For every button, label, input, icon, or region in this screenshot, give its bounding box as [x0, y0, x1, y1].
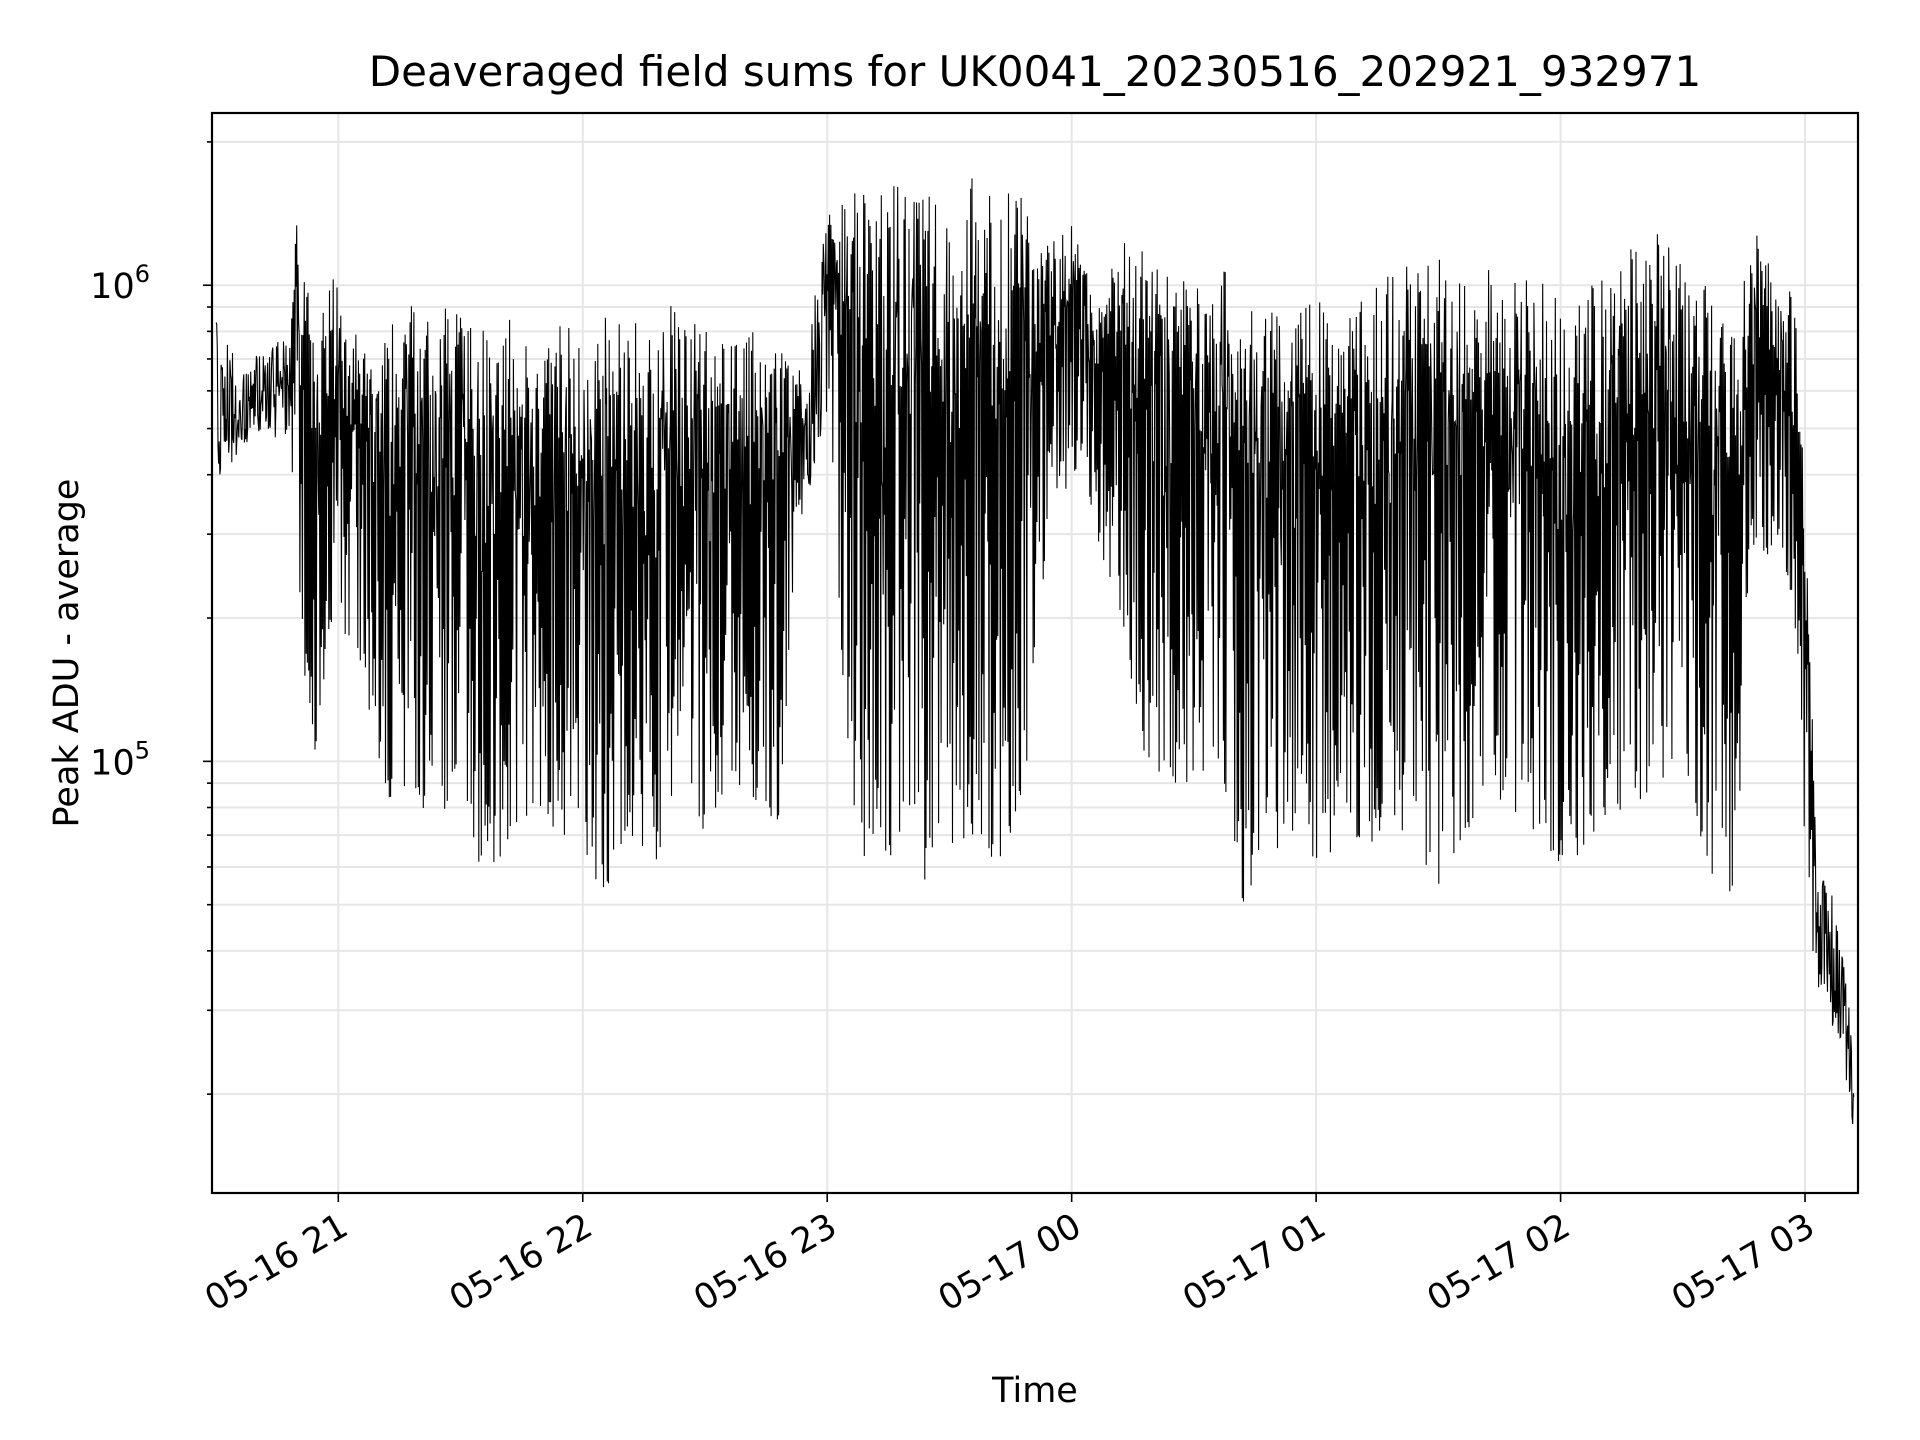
- y-axis-label: Peak ADU - average: [47, 479, 87, 828]
- x-axis-ticks: 05-16 21 05-16 22 05-16 23 05-17 00 05-17 01…: [199, 1193, 1822, 1319]
- x-tick-label: 05-17 03: [1665, 1206, 1821, 1319]
- y-tick-label: 106: [90, 260, 150, 307]
- y-axis-ticks: 105 106: [90, 141, 212, 1095]
- plot-frame: [210, 111, 1860, 1195]
- x-tick-label: 05-17 01: [1176, 1206, 1332, 1319]
- x-tick-label: 05-16 23: [687, 1206, 843, 1319]
- x-axis-label: Time: [991, 1371, 1078, 1411]
- x-tick-label: 05-16 22: [443, 1206, 599, 1319]
- series-group: [215, 178, 1855, 1125]
- x-tick-label: 05-16 21: [199, 1206, 355, 1319]
- y-tick-label: 105: [90, 736, 150, 783]
- data-series-line: [215, 178, 1855, 1125]
- x-tick-label: 05-17 00: [932, 1206, 1088, 1319]
- chart-title: Deaveraged field sums for UK0041_2023051…: [369, 47, 1701, 96]
- x-tick-label: 05-17 02: [1421, 1206, 1577, 1319]
